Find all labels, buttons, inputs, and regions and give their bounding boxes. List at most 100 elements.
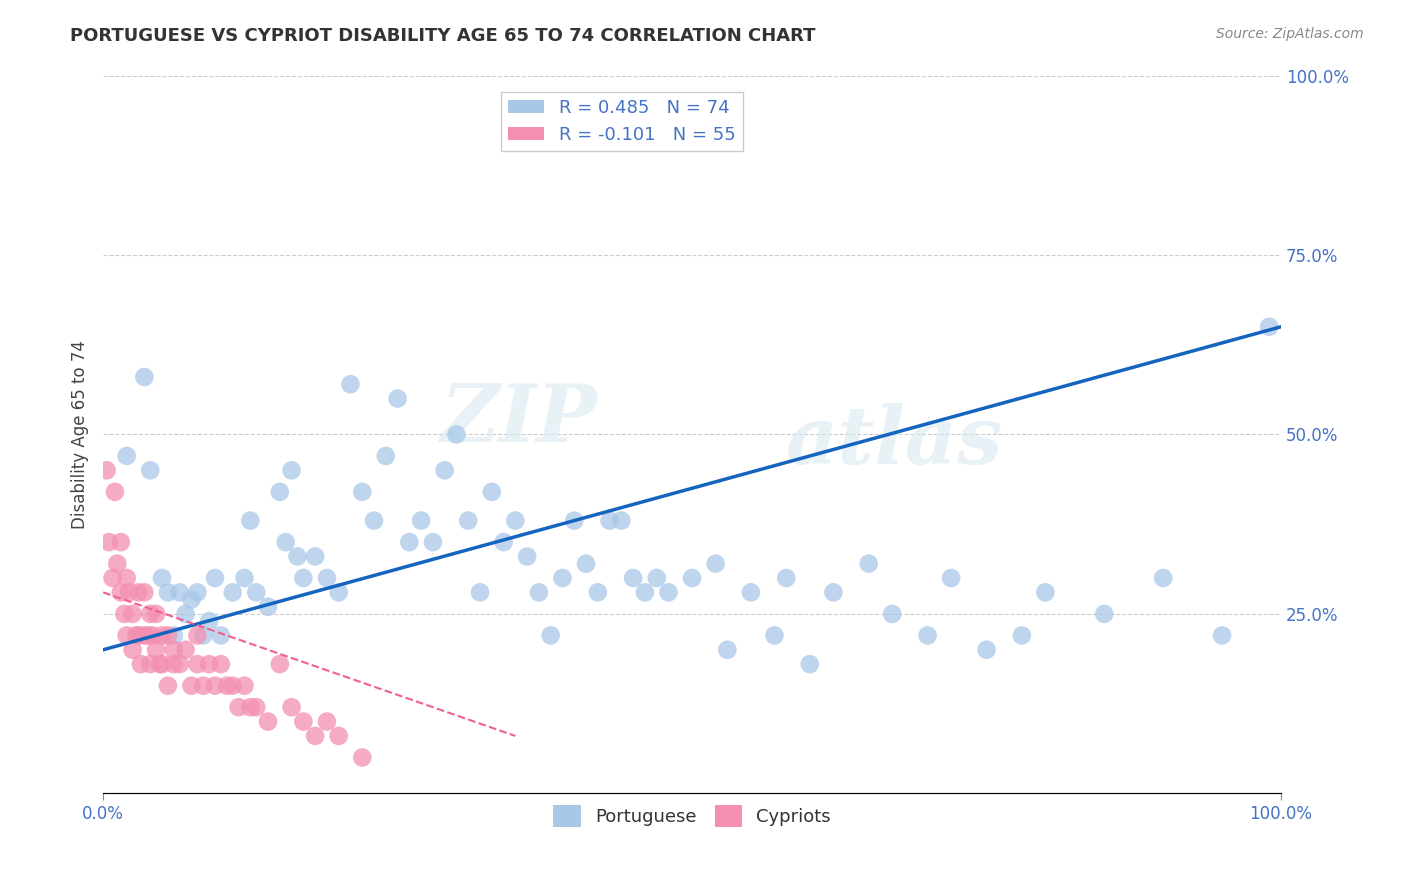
Point bbox=[976, 642, 998, 657]
Point bbox=[763, 628, 786, 642]
Point bbox=[221, 585, 243, 599]
Point bbox=[457, 514, 479, 528]
Point bbox=[540, 628, 562, 642]
Point bbox=[917, 628, 939, 642]
Point bbox=[156, 679, 179, 693]
Point bbox=[328, 729, 350, 743]
Point bbox=[134, 370, 156, 384]
Point bbox=[156, 628, 179, 642]
Point bbox=[150, 571, 173, 585]
Point bbox=[174, 642, 197, 657]
Point bbox=[316, 571, 339, 585]
Point bbox=[858, 557, 880, 571]
Point bbox=[145, 642, 167, 657]
Point bbox=[169, 585, 191, 599]
Point bbox=[505, 514, 527, 528]
Point bbox=[387, 392, 409, 406]
Point bbox=[823, 585, 845, 599]
Point bbox=[1258, 319, 1281, 334]
Point bbox=[233, 571, 256, 585]
Point bbox=[105, 557, 128, 571]
Point bbox=[398, 535, 420, 549]
Point bbox=[209, 657, 232, 672]
Point bbox=[198, 614, 221, 628]
Point bbox=[96, 463, 118, 477]
Point bbox=[150, 628, 173, 642]
Point bbox=[941, 571, 963, 585]
Point bbox=[112, 607, 135, 621]
Point bbox=[621, 571, 644, 585]
Point bbox=[363, 514, 385, 528]
Point bbox=[139, 463, 162, 477]
Point bbox=[257, 599, 280, 614]
Y-axis label: Disability Age 65 to 74: Disability Age 65 to 74 bbox=[72, 340, 89, 529]
Point bbox=[422, 535, 444, 549]
Point bbox=[551, 571, 574, 585]
Point bbox=[204, 679, 226, 693]
Point bbox=[1211, 628, 1233, 642]
Point bbox=[1035, 585, 1057, 599]
Point bbox=[328, 585, 350, 599]
Point bbox=[174, 607, 197, 621]
Point bbox=[411, 514, 433, 528]
Point bbox=[125, 628, 148, 642]
Point bbox=[228, 700, 250, 714]
Point bbox=[433, 463, 456, 477]
Point bbox=[145, 607, 167, 621]
Point bbox=[209, 628, 232, 642]
Legend: Portuguese, Cypriots: Portuguese, Cypriots bbox=[546, 798, 838, 835]
Point bbox=[121, 642, 143, 657]
Point bbox=[657, 585, 679, 599]
Text: atlas: atlas bbox=[786, 403, 1004, 481]
Point bbox=[221, 679, 243, 693]
Point bbox=[129, 657, 152, 672]
Point bbox=[352, 484, 374, 499]
Point bbox=[239, 514, 262, 528]
Point bbox=[599, 514, 621, 528]
Text: ZIP: ZIP bbox=[441, 381, 598, 458]
Point bbox=[481, 484, 503, 499]
Point bbox=[586, 585, 609, 599]
Point bbox=[127, 628, 149, 642]
Point bbox=[610, 514, 633, 528]
Point bbox=[1011, 628, 1033, 642]
Point bbox=[156, 585, 179, 599]
Point bbox=[269, 657, 291, 672]
Point bbox=[149, 657, 172, 672]
Point bbox=[287, 549, 309, 564]
Text: PORTUGUESE VS CYPRIOT DISABILITY AGE 65 TO 74 CORRELATION CHART: PORTUGUESE VS CYPRIOT DISABILITY AGE 65 … bbox=[70, 27, 815, 45]
Point bbox=[115, 628, 138, 642]
Point bbox=[516, 549, 538, 564]
Point bbox=[245, 585, 267, 599]
Point bbox=[304, 729, 326, 743]
Point bbox=[104, 484, 127, 499]
Point bbox=[204, 571, 226, 585]
Point bbox=[180, 592, 202, 607]
Point bbox=[233, 679, 256, 693]
Point bbox=[527, 585, 550, 599]
Text: Source: ZipAtlas.com: Source: ZipAtlas.com bbox=[1216, 27, 1364, 41]
Point bbox=[245, 700, 267, 714]
Point bbox=[139, 657, 162, 672]
Point bbox=[492, 535, 515, 549]
Point bbox=[215, 679, 238, 693]
Point bbox=[562, 514, 585, 528]
Point bbox=[186, 585, 208, 599]
Point bbox=[180, 679, 202, 693]
Point bbox=[110, 535, 132, 549]
Point bbox=[374, 449, 396, 463]
Point bbox=[115, 449, 138, 463]
Point bbox=[110, 585, 132, 599]
Point bbox=[239, 700, 262, 714]
Point bbox=[280, 463, 302, 477]
Point bbox=[292, 714, 315, 729]
Point bbox=[118, 585, 141, 599]
Point bbox=[193, 679, 215, 693]
Point bbox=[150, 657, 173, 672]
Point bbox=[645, 571, 668, 585]
Point bbox=[634, 585, 657, 599]
Point bbox=[163, 642, 186, 657]
Point bbox=[142, 628, 165, 642]
Point bbox=[198, 657, 221, 672]
Point bbox=[882, 607, 904, 621]
